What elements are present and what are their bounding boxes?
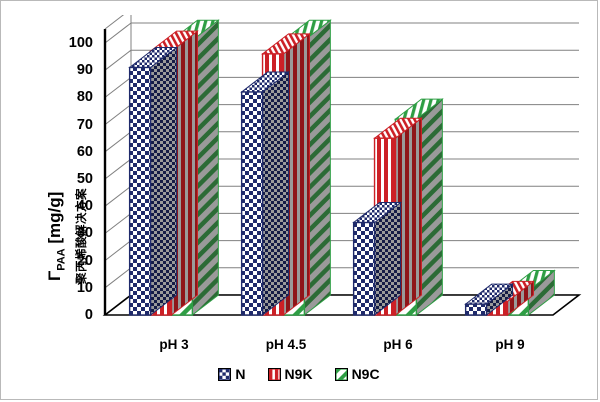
gridline-connector xyxy=(104,49,132,71)
bar-n-ph3 xyxy=(128,46,179,317)
plot-area xyxy=(97,15,589,345)
x-axis-tick-label: pH 6 xyxy=(383,337,413,352)
y-axis-tick-label: 100 xyxy=(68,35,93,51)
y-axis-tick-label: 0 xyxy=(84,307,93,323)
gridline-connector xyxy=(104,104,132,125)
gridline-connector xyxy=(104,22,132,44)
bar-n-ph6 xyxy=(352,201,403,317)
y-axis-tick-label: 30 xyxy=(76,225,93,242)
legend-label: N xyxy=(235,366,246,382)
legend-item-n9k[interactable]: N9K xyxy=(267,366,313,382)
x-axis-tick-label: pH 9 xyxy=(495,337,525,352)
y-axis-tick-label: 40 xyxy=(76,198,93,215)
gridline-connector xyxy=(104,77,132,98)
bars-layer xyxy=(128,19,556,317)
legend-item-n[interactable]: N xyxy=(218,366,246,382)
legend-swatch-n9c-icon xyxy=(334,367,348,381)
chart-svg xyxy=(102,15,582,317)
y-axis-tick-label: 70 xyxy=(76,116,93,133)
bar-n-ph9 xyxy=(464,283,515,317)
legend-item-n9c[interactable]: N9C xyxy=(334,366,380,382)
y-axis-tick-label: 60 xyxy=(76,143,93,160)
gridline-connector xyxy=(104,213,132,234)
x-axis-tick-labels: pH 3 pH 4.5 pH 6 pH 9 xyxy=(97,337,589,363)
gridline-connector xyxy=(104,240,132,261)
axis-top-connector xyxy=(104,15,125,30)
gridline-connector xyxy=(104,158,132,180)
gridline-connector xyxy=(104,185,132,207)
bar-n-ph4.5 xyxy=(240,70,291,317)
y-axis-tick-label: 80 xyxy=(76,89,93,106)
legend-label: N9K xyxy=(284,366,313,382)
gridline-connector xyxy=(104,267,132,289)
gridline-connector xyxy=(104,131,132,153)
legend-swatch-n-icon xyxy=(218,367,232,381)
x-axis-tick-label: pH 3 xyxy=(159,337,189,352)
y-axis-tick-labels: 0 10 20 30 40 50 60 70 80 90 100 xyxy=(53,1,93,345)
legend-label: N9C xyxy=(351,366,380,382)
x-axis-tick-label: pH 4.5 xyxy=(265,337,307,352)
chart-legend: N N9K N9C xyxy=(1,367,597,381)
y-axis-tick-label: 20 xyxy=(76,252,93,269)
y-axis-tick-label: 10 xyxy=(76,279,93,296)
y-axis-tick-label: 50 xyxy=(76,171,93,187)
legend-swatch-n9k-icon xyxy=(267,367,281,381)
y-axis-tick-label: 90 xyxy=(76,62,93,79)
